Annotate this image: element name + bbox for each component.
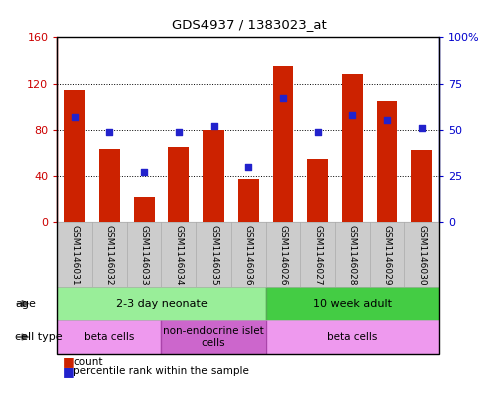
Text: percentile rank within the sample: percentile rank within the sample — [73, 366, 249, 376]
Text: GSM1146030: GSM1146030 — [417, 225, 426, 286]
Text: GSM1146027: GSM1146027 — [313, 225, 322, 286]
Point — [210, 123, 218, 129]
Bar — [169, 147, 189, 222]
Text: count: count — [73, 356, 103, 367]
Point — [383, 117, 391, 123]
Point — [279, 95, 287, 101]
Text: 10 week adult: 10 week adult — [313, 299, 392, 309]
Text: beta cells: beta cells — [327, 332, 378, 342]
Point — [71, 114, 79, 120]
Text: beta cells: beta cells — [84, 332, 135, 342]
Bar — [265, 287, 439, 320]
Point — [244, 163, 252, 170]
Text: GSM1146033: GSM1146033 — [140, 225, 149, 286]
Text: cell type: cell type — [15, 332, 62, 342]
Text: GSM1146032: GSM1146032 — [105, 225, 114, 286]
Point — [140, 169, 148, 175]
Text: GDS4937 / 1383023_at: GDS4937 / 1383023_at — [172, 18, 327, 31]
Bar — [411, 151, 432, 222]
Bar — [203, 130, 224, 222]
Point — [175, 129, 183, 135]
Text: non-endocrine islet
cells: non-endocrine islet cells — [163, 326, 264, 348]
Bar — [57, 320, 162, 354]
Bar — [265, 320, 439, 354]
Bar — [64, 90, 85, 222]
Bar — [57, 287, 265, 320]
Bar — [377, 101, 398, 222]
Point — [314, 129, 322, 135]
Text: GSM1146035: GSM1146035 — [209, 225, 218, 286]
Text: GSM1146034: GSM1146034 — [174, 225, 183, 286]
Text: ■: ■ — [62, 355, 74, 368]
Text: GSM1146028: GSM1146028 — [348, 225, 357, 286]
Bar — [307, 158, 328, 222]
Bar — [134, 196, 155, 222]
Text: GSM1146026: GSM1146026 — [278, 225, 287, 286]
Text: ■: ■ — [62, 365, 74, 378]
Bar — [99, 149, 120, 222]
Bar — [162, 320, 265, 354]
Text: 2-3 day neonate: 2-3 day neonate — [116, 299, 208, 309]
Point — [418, 125, 426, 131]
Text: GSM1146031: GSM1146031 — [70, 225, 79, 286]
Text: GSM1146036: GSM1146036 — [244, 225, 253, 286]
Text: age: age — [15, 299, 36, 309]
Bar — [342, 74, 363, 222]
Bar — [272, 66, 293, 222]
Text: GSM1146029: GSM1146029 — [383, 225, 392, 286]
Point — [105, 129, 113, 135]
Point — [348, 112, 356, 118]
Bar — [238, 179, 258, 222]
